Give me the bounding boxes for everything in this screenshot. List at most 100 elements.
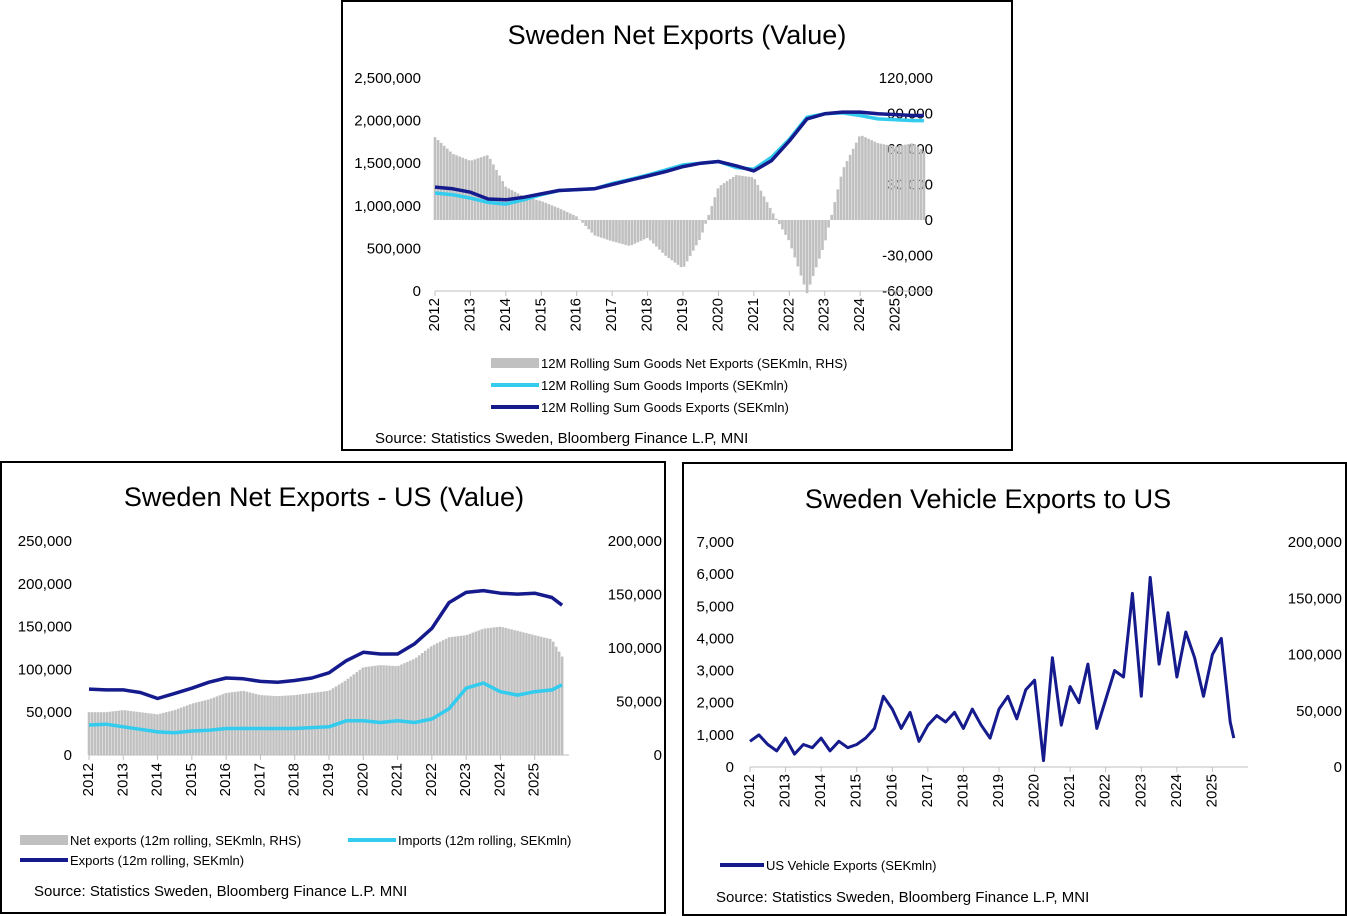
left-axis-tick-label: 50,000 xyxy=(26,704,72,721)
net-exports-bar xyxy=(710,206,714,220)
legend-label: US Vehicle Exports (SEKmln) xyxy=(766,858,937,873)
net-exports-bar xyxy=(415,657,418,755)
net-exports-bar xyxy=(529,198,532,220)
net-exports-bar xyxy=(394,666,397,755)
net-exports-bar xyxy=(633,220,637,244)
right-axis-tick-label: 200,000 xyxy=(1288,534,1342,551)
net-exports-bar xyxy=(867,138,870,220)
net-exports-bar xyxy=(429,646,433,755)
net-exports-bar xyxy=(824,220,827,241)
net-exports-bar xyxy=(919,148,923,220)
left-axis-tick-label: 1,000 xyxy=(696,727,734,744)
net-exports-bar xyxy=(218,695,222,755)
net-exports-bar xyxy=(432,644,436,755)
net-exports-bar xyxy=(126,710,129,755)
net-exports-bar xyxy=(236,691,240,755)
net-exports-bar xyxy=(572,214,575,220)
legend-swatch-bar xyxy=(20,835,68,845)
net-exports-bar xyxy=(636,220,640,243)
net-exports-bar xyxy=(531,634,534,755)
net-exports-bar xyxy=(224,693,228,755)
net-exports-bar xyxy=(701,220,704,233)
net-exports-bar xyxy=(861,135,864,220)
net-exports-bar xyxy=(120,710,124,755)
left-axis-tick-label: 0 xyxy=(64,747,72,764)
net-exports-bar xyxy=(581,220,584,223)
left-axis-tick-label: 4,000 xyxy=(696,630,734,647)
x-axis-tick-label: 2021 xyxy=(745,298,762,331)
net-exports-bar xyxy=(731,176,735,220)
net-exports-bar xyxy=(787,220,790,241)
x-axis-tick-label: 2021 xyxy=(389,763,406,796)
net-exports-bar xyxy=(147,713,150,755)
legend-label: 12M Rolling Sum Goods Net Exports (SEKml… xyxy=(541,356,847,371)
net-exports-bar xyxy=(605,220,609,240)
net-exports-bar xyxy=(260,695,263,755)
net-exports-bar xyxy=(358,669,362,755)
net-exports-bar xyxy=(373,665,376,755)
left-axis-tick-label: 2,500,000 xyxy=(354,70,421,87)
net-exports-bar xyxy=(864,137,867,220)
net-exports-bar xyxy=(111,711,115,755)
net-exports-bar xyxy=(307,693,311,755)
chart-title: Sweden Net Exports (Value) xyxy=(508,20,847,50)
net-exports-bar xyxy=(854,142,858,220)
net-exports-bar xyxy=(587,220,591,230)
net-exports-bar xyxy=(655,220,658,247)
chart-title: Sweden Vehicle Exports to US xyxy=(805,484,1171,514)
net-exports-bar xyxy=(738,175,741,220)
net-exports-bar xyxy=(483,628,487,755)
left-axis-tick-label: 6,000 xyxy=(696,566,734,583)
chart-source: Source: Statistics Sweden, Bloomberg Fin… xyxy=(716,889,1089,906)
net-exports-bar xyxy=(367,666,370,755)
net-exports-bar xyxy=(476,158,480,220)
net-exports-bar xyxy=(426,648,430,755)
x-axis-tick-label: 2024 xyxy=(851,298,868,331)
net-exports-bar xyxy=(891,146,895,220)
net-exports-bar xyxy=(695,220,698,246)
net-exports-bar xyxy=(673,220,677,263)
x-axis-tick-label: 2018 xyxy=(286,763,303,796)
left-axis-tick-label: 1,500,000 xyxy=(354,155,421,172)
net-exports-bar xyxy=(251,693,254,755)
net-exports-bar xyxy=(364,666,368,755)
net-exports-bar xyxy=(544,202,548,220)
net-exports-bar xyxy=(436,140,440,220)
net-exports-bar xyxy=(627,220,631,246)
net-exports-bar xyxy=(759,190,763,220)
net-exports-bar xyxy=(698,220,701,240)
net-exports-bar xyxy=(343,680,347,755)
net-exports-bar xyxy=(848,154,852,220)
left-axis-tick-label: 150,000 xyxy=(18,619,72,636)
net-exports-bar xyxy=(885,144,889,220)
x-axis-tick-label: 2020 xyxy=(1026,774,1043,807)
net-exports-bar xyxy=(322,691,326,755)
net-exports-bar xyxy=(541,201,544,220)
net-exports-bar xyxy=(532,198,535,220)
net-exports-bar xyxy=(762,196,766,220)
net-exports-bar xyxy=(301,694,305,755)
net-exports-bar xyxy=(756,184,760,220)
net-exports-bar xyxy=(667,220,671,259)
right-axis-tick-label: 120,000 xyxy=(879,70,933,87)
net-exports-bar xyxy=(716,188,720,220)
net-exports-bar xyxy=(138,712,141,755)
chart-panel-net-exports: Sweden Net Exports (Value) Source: Stati… xyxy=(341,0,1013,451)
net-exports-bar xyxy=(516,630,519,755)
x-axis-tick-label: 2023 xyxy=(816,298,833,331)
net-exports-bar xyxy=(242,690,246,755)
net-exports-bar xyxy=(664,220,667,256)
net-exports-bar xyxy=(556,207,560,220)
net-exports-bar xyxy=(593,220,597,236)
net-exports-bar xyxy=(144,712,147,755)
net-exports-bar xyxy=(406,661,409,755)
x-axis-tick-label: 2023 xyxy=(457,763,474,796)
x-axis-tick-label: 2012 xyxy=(741,774,758,807)
net-exports-bar xyxy=(447,637,451,755)
net-exports-bar xyxy=(901,145,904,220)
net-exports-bar xyxy=(191,703,195,755)
x-axis-tick-label: 2020 xyxy=(709,298,726,331)
net-exports-bar xyxy=(728,179,732,220)
net-exports-bar xyxy=(382,665,385,755)
net-exports-bar xyxy=(162,712,165,755)
